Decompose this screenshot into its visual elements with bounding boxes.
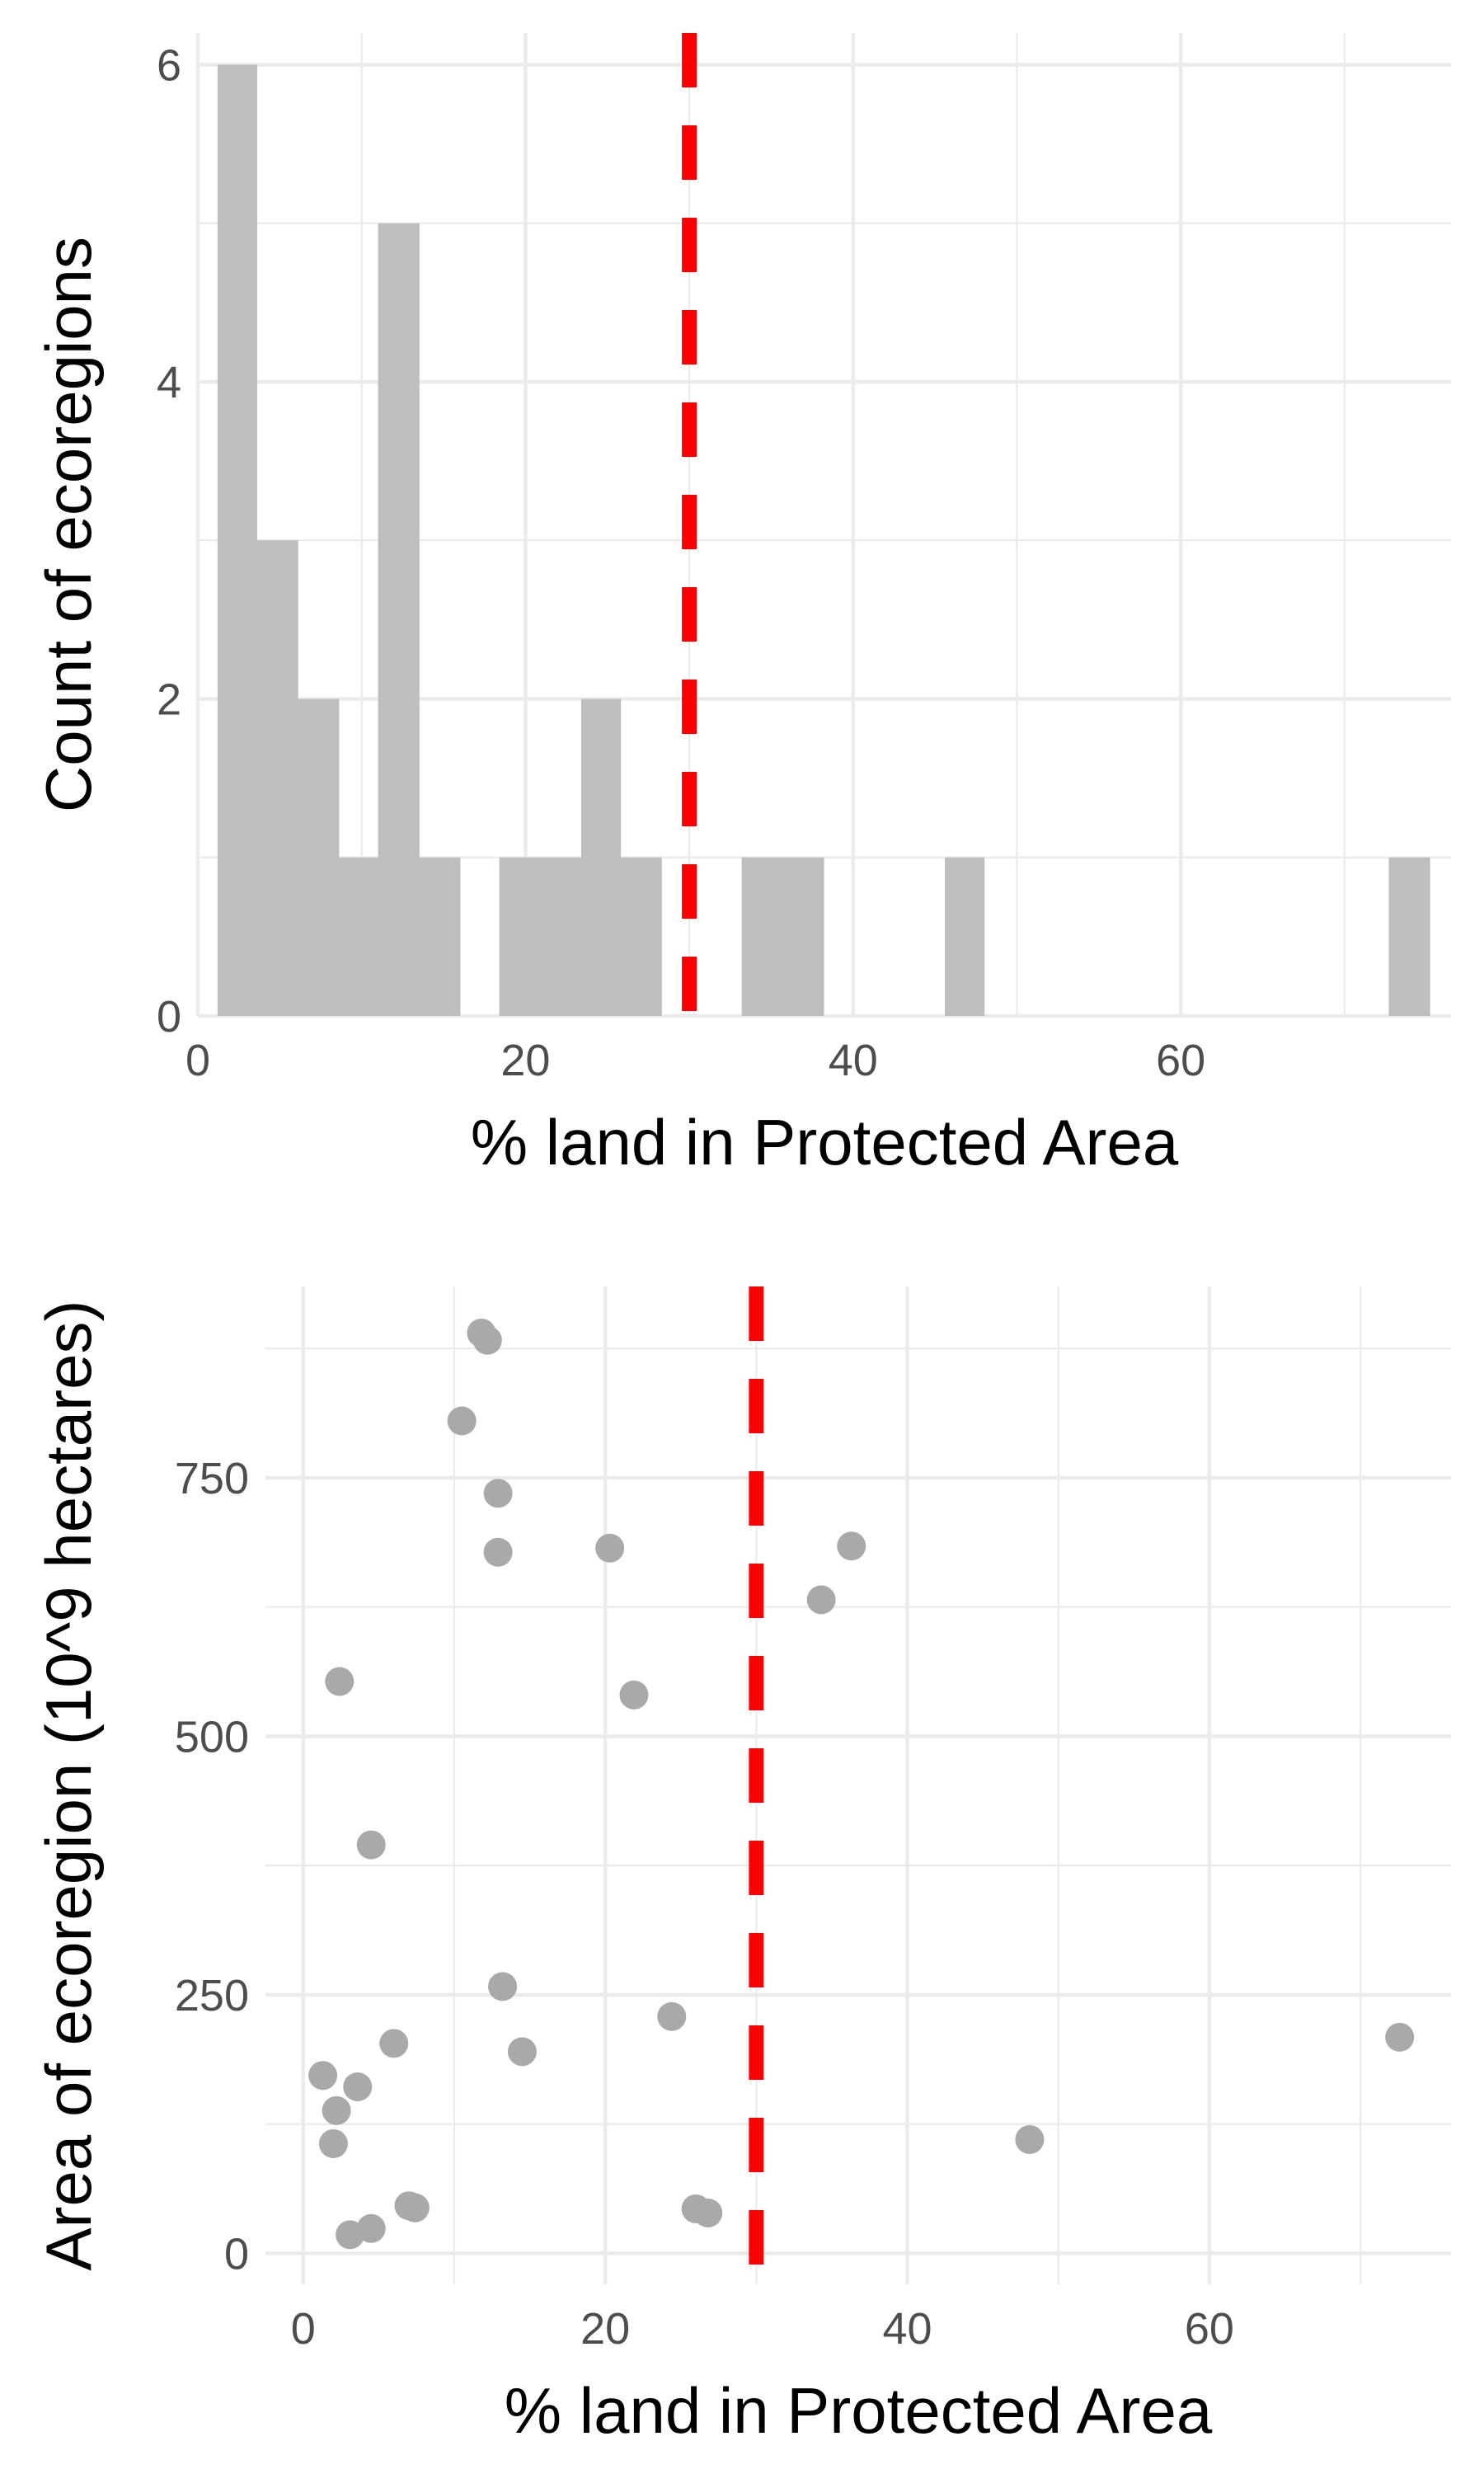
scatter-point <box>447 1406 477 1436</box>
scatter-point <box>657 2001 687 2031</box>
scatter-point <box>343 2072 373 2102</box>
scatter-point <box>595 1533 625 1563</box>
y-tick-label: 250 <box>175 1971 249 2020</box>
scatter-point <box>379 2029 409 2058</box>
x-tick-label: 20 <box>580 2304 630 2354</box>
scatter-point <box>488 1972 518 2001</box>
x-tick-label: 20 <box>500 1036 550 1085</box>
scatter-point <box>1015 2124 1045 2154</box>
x-tick-label: 60 <box>1156 1036 1205 1085</box>
y-tick-label: 750 <box>175 1454 249 1503</box>
histogram-bar <box>338 857 379 1016</box>
x-tick-label: 0 <box>291 2304 316 2354</box>
y-tick-label: 0 <box>157 992 181 1042</box>
histogram-panel: 0 20 40 60 0 2 4 6 % land in Protected Area Count… <box>32 33 1451 1178</box>
scatter-point <box>400 2193 430 2222</box>
histogram-bar <box>580 698 622 1016</box>
histogram-bar <box>217 64 258 1016</box>
y-axis-title: Area of ecoregion (10^9 hectares) <box>32 1300 105 2271</box>
histogram-bar <box>378 223 420 1016</box>
histogram-bar <box>1388 857 1430 1016</box>
histogram-bar <box>782 857 824 1016</box>
histogram-bar <box>256 540 298 1016</box>
histogram-bar <box>298 698 340 1016</box>
y-tick-label: 0 <box>224 2229 249 2279</box>
scatter-point <box>322 2095 351 2125</box>
scatter-point <box>837 1531 866 1561</box>
scatter-point <box>472 1325 502 1355</box>
histogram-bar <box>741 857 783 1016</box>
scatter-point <box>483 1537 513 1567</box>
scatter-point <box>1385 2022 1415 2052</box>
scatter-point <box>356 1830 386 1860</box>
y-tick-label: 6 <box>157 40 181 90</box>
histogram-bar <box>945 857 985 1016</box>
scatter-point <box>318 2128 348 2158</box>
scatter-point <box>619 1680 649 1710</box>
x-tick-label: 40 <box>829 1036 878 1085</box>
x-axis-title: % land in Protected Area <box>505 2374 1213 2447</box>
x-tick-label: 0 <box>186 1036 210 1085</box>
histogram-bar <box>620 857 662 1016</box>
histogram-bar <box>419 857 461 1016</box>
scatter-point <box>325 1667 355 1696</box>
x-tick-label: 40 <box>882 2304 932 2354</box>
histogram-bar <box>499 857 541 1016</box>
scatter-point <box>308 2061 338 2091</box>
histogram-bar <box>540 857 582 1016</box>
scatter-panel: 0 20 40 60 0 250 500 750 % land in Protected Are… <box>32 1286 1451 2447</box>
x-tick-label: 60 <box>1185 2304 1234 2354</box>
x-axis-title: % land in Protected Area <box>471 1106 1179 1178</box>
y-axis-title: Count of ecoregions <box>32 237 105 812</box>
scatter-point <box>507 2037 537 2067</box>
y-tick-label: 2 <box>157 675 181 724</box>
y-tick-label: 4 <box>157 358 181 407</box>
y-tick-label: 500 <box>175 1712 249 1761</box>
scatter-point <box>483 1479 513 1508</box>
scatter-point <box>806 1585 836 1615</box>
scatter-point <box>336 2220 365 2250</box>
scatter-point <box>693 2198 723 2227</box>
